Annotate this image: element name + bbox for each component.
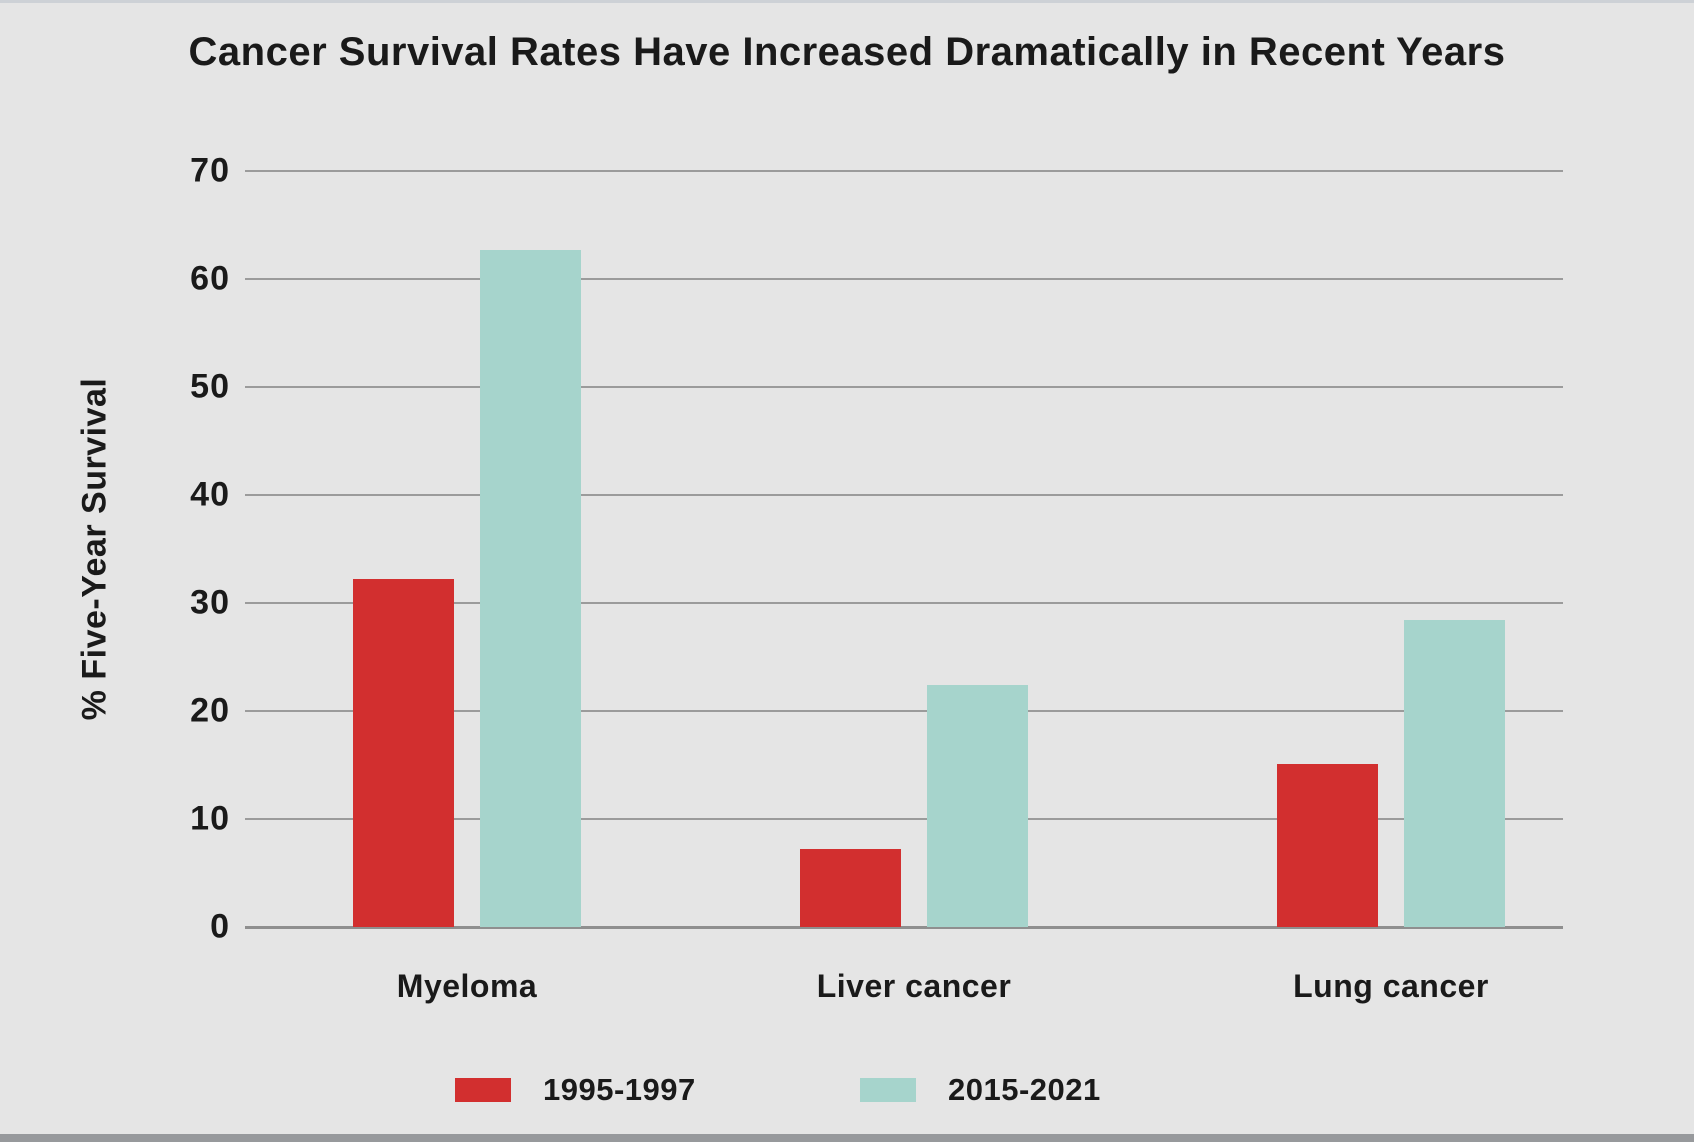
legend-swatch-2015-2021: [860, 1078, 916, 1102]
gridline-30: [245, 602, 1563, 604]
bar-2015-2021-liver-cancer: [927, 685, 1028, 927]
bar-1995-1997-myeloma: [353, 579, 454, 927]
y-tick-label-40: 40: [190, 475, 230, 514]
category-label-myeloma: Myeloma: [396, 968, 538, 1004]
category-label-lung-cancer: Lung cancer: [1293, 968, 1489, 1004]
bar-2015-2021-myeloma: [480, 249, 581, 927]
y-tick-label-0: 0: [210, 907, 230, 946]
y-tick-label-30: 30: [190, 583, 230, 622]
y-tick-label-70: 70: [190, 151, 230, 190]
top-border: [0, 0, 1694, 3]
y-tick-label-60: 60: [190, 259, 230, 298]
gridline-20: [245, 710, 1563, 712]
gridline-40: [245, 494, 1563, 496]
y-tick-label-20: 20: [190, 691, 230, 730]
gridline-70: [245, 170, 1563, 172]
bar-1995-1997-lung-cancer: [1277, 763, 1378, 927]
category-label-liver-cancer: Liver cancer: [816, 968, 1012, 1004]
bar-1995-1997-liver-cancer: [800, 849, 901, 927]
x-axis-baseline: [245, 926, 1563, 929]
y-tick-label-50: 50: [190, 367, 230, 406]
legend-item-1995-1997: 1995-1997: [455, 1072, 696, 1108]
gridline-50: [245, 386, 1563, 388]
bottom-border: [0, 1134, 1694, 1142]
legend-swatch-1995-1997: [455, 1078, 511, 1102]
legend-label-2015-2021: 2015-2021: [948, 1072, 1101, 1107]
legend-item-2015-2021: 2015-2021: [860, 1072, 1101, 1108]
y-tick-label-10: 10: [190, 799, 230, 838]
legend-label-1995-1997: 1995-1997: [543, 1072, 696, 1107]
y-axis-title-text: % Five-Year Survival: [75, 377, 114, 721]
chart-title: Cancer Survival Rates Have Increased Dra…: [188, 30, 1506, 74]
gridline-60: [245, 278, 1563, 280]
gridline-10: [245, 818, 1563, 820]
bar-2015-2021-lung-cancer: [1404, 620, 1505, 927]
